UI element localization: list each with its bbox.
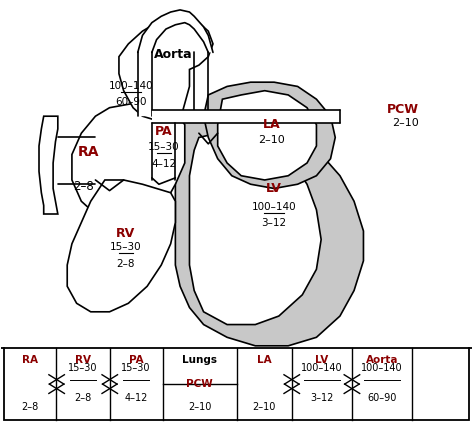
Text: 2–8: 2–8 <box>74 393 92 403</box>
Text: PCW: PCW <box>387 103 419 116</box>
Text: LV: LV <box>315 355 328 365</box>
Polygon shape <box>119 18 213 120</box>
Text: 3–12: 3–12 <box>310 393 333 403</box>
Text: 100–140: 100–140 <box>108 81 153 91</box>
Text: 100–140: 100–140 <box>361 363 403 373</box>
Text: Lungs: Lungs <box>182 355 217 365</box>
Text: Aorta: Aorta <box>154 48 193 61</box>
Polygon shape <box>72 104 185 223</box>
Text: 100–140: 100–140 <box>252 202 297 212</box>
Text: 60–90: 60–90 <box>367 393 396 403</box>
Polygon shape <box>39 116 58 214</box>
Text: LA: LA <box>263 118 280 131</box>
Text: PA: PA <box>155 125 173 137</box>
Polygon shape <box>67 180 175 312</box>
Polygon shape <box>203 82 335 188</box>
Text: 60–90: 60–90 <box>115 97 147 107</box>
Text: 15–30: 15–30 <box>110 242 142 252</box>
Text: 100–140: 100–140 <box>301 363 342 373</box>
Text: 2–10: 2–10 <box>258 134 285 145</box>
Text: 4–12: 4–12 <box>151 159 176 169</box>
Text: RA: RA <box>78 146 99 159</box>
Polygon shape <box>190 133 321 324</box>
Text: 2–8: 2–8 <box>73 180 94 193</box>
Text: LA: LA <box>257 355 272 365</box>
Text: RV: RV <box>75 355 91 365</box>
Text: LV: LV <box>266 182 282 195</box>
Polygon shape <box>138 10 213 116</box>
Bar <box>4 348 469 420</box>
Text: 2–10: 2–10 <box>252 402 276 413</box>
Text: PCW: PCW <box>186 379 213 389</box>
Text: PA: PA <box>129 355 143 365</box>
Text: RA: RA <box>22 355 38 365</box>
Text: 4–12: 4–12 <box>124 393 148 403</box>
Text: Aorta: Aorta <box>366 355 398 365</box>
Polygon shape <box>218 91 316 180</box>
Text: 2–10: 2–10 <box>188 402 211 413</box>
Text: 2–10: 2–10 <box>392 118 419 128</box>
Text: 2–8: 2–8 <box>21 402 39 413</box>
Text: RV: RV <box>116 227 136 240</box>
Text: 15–30: 15–30 <box>148 143 179 152</box>
Text: 2–8: 2–8 <box>117 259 135 269</box>
Text: 15–30: 15–30 <box>68 363 98 373</box>
Polygon shape <box>152 110 340 122</box>
Polygon shape <box>175 112 363 346</box>
Text: 15–30: 15–30 <box>122 363 151 373</box>
Text: 3–12: 3–12 <box>262 218 287 228</box>
